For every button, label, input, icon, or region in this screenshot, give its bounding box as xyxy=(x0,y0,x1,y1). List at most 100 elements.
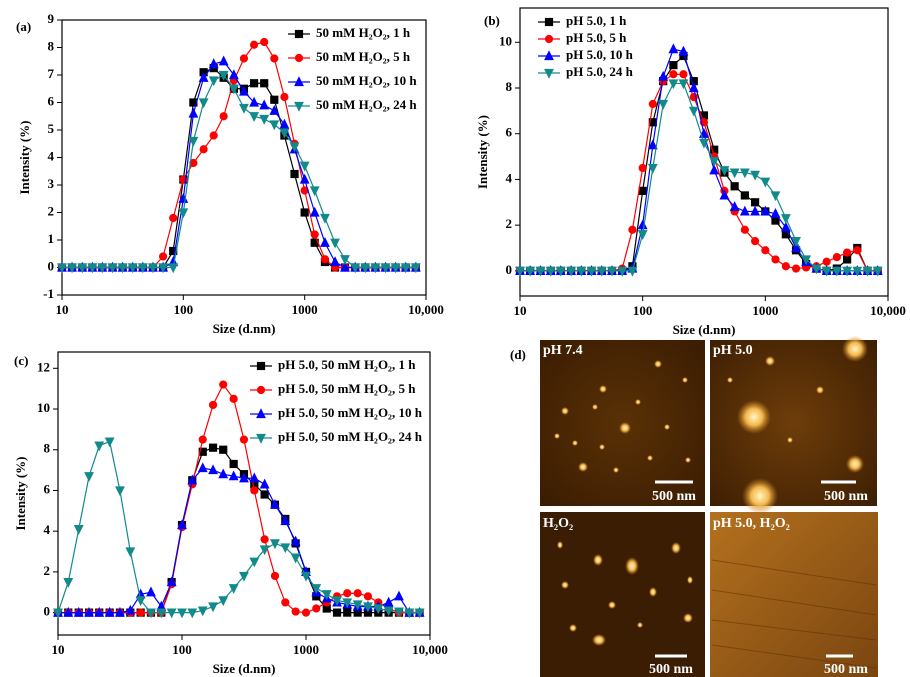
chart: (a) 10 100 1000 10,000 -1 0 1 2 3 4 5 6 7 8 9 Size (d.nm… xyxy=(16,11,444,336)
marker xyxy=(383,596,394,607)
marker xyxy=(256,385,266,395)
marker xyxy=(137,263,148,274)
marker xyxy=(166,576,177,587)
marker xyxy=(239,571,249,582)
marker xyxy=(771,255,780,264)
marker xyxy=(136,608,145,617)
marker xyxy=(545,266,556,277)
marker xyxy=(158,252,168,261)
marker xyxy=(394,607,404,618)
marker xyxy=(791,237,801,247)
series-line xyxy=(520,48,878,272)
marker xyxy=(801,255,812,266)
marker xyxy=(678,79,689,90)
marker xyxy=(312,604,321,613)
marker xyxy=(658,70,669,81)
legend-entry: pH 5.0, 50 mM H₂O₂, 1 h xyxy=(250,357,416,372)
marker xyxy=(280,515,291,526)
marker xyxy=(135,596,146,607)
marker xyxy=(239,54,249,63)
legend-label: pH 5.0, 50 mM H₂O₂, 10 h xyxy=(278,405,423,420)
image-caption: H₂O₂ xyxy=(543,516,573,531)
y-axis-label: Intensity (%) xyxy=(13,456,28,530)
y-tick-label: 2 xyxy=(506,216,513,231)
marker xyxy=(638,186,647,195)
marker xyxy=(822,257,831,266)
marker xyxy=(617,266,628,277)
marker xyxy=(353,589,362,598)
marker xyxy=(750,198,760,207)
marker xyxy=(218,70,229,81)
marker xyxy=(628,225,637,234)
legend-entry: 50 mM H₂O₂, 5 h xyxy=(288,49,411,64)
marker xyxy=(301,608,311,617)
marker xyxy=(404,608,415,619)
marker xyxy=(791,264,801,273)
marker xyxy=(104,437,115,448)
marker xyxy=(648,99,657,109)
marker xyxy=(719,189,730,200)
marker xyxy=(249,40,259,49)
marker xyxy=(555,266,566,277)
marker xyxy=(188,136,199,147)
marker xyxy=(309,186,320,197)
marker xyxy=(269,105,280,115)
marker xyxy=(352,600,363,611)
x-tick-label: 10 xyxy=(52,642,65,657)
marker xyxy=(169,213,178,223)
marker xyxy=(299,173,310,184)
legend-label: pH 5.0, 24 h xyxy=(566,64,634,79)
marker xyxy=(249,112,260,122)
marker xyxy=(84,472,94,482)
afm-texture xyxy=(711,559,877,669)
afm-images: pH 7.4 pH 5.0 H₂O₂ pH 5.0, H₂O₂ 500 nm 5… xyxy=(540,336,878,677)
marker xyxy=(166,608,177,619)
marker xyxy=(256,361,266,371)
marker xyxy=(330,238,340,249)
marker xyxy=(320,237,330,247)
scale-bar-label: 500 nm xyxy=(649,662,693,677)
marker xyxy=(760,177,771,188)
marker xyxy=(249,557,260,568)
marker xyxy=(842,248,852,257)
marker xyxy=(219,445,228,454)
marker xyxy=(310,230,319,239)
y-tick-label: 7 xyxy=(48,66,55,81)
marker xyxy=(370,263,381,274)
marker xyxy=(363,592,373,601)
marker xyxy=(269,120,280,131)
marker xyxy=(647,139,658,150)
x-tick-label: 10 xyxy=(56,302,69,317)
scale-bar-label: 500 nm xyxy=(824,662,868,677)
marker xyxy=(729,168,740,179)
afm-particles xyxy=(557,541,693,646)
marker xyxy=(281,598,290,607)
legend-label: 50 mM H₂O₂, 24 h xyxy=(316,97,417,112)
image-caption: pH 5.0, H₂O₂ xyxy=(713,516,790,531)
marker xyxy=(332,596,342,607)
marker xyxy=(842,266,853,277)
x-tick-label: 100 xyxy=(174,302,194,317)
marker xyxy=(688,82,699,93)
marker xyxy=(400,263,411,274)
marker xyxy=(832,253,841,262)
marker xyxy=(73,606,84,617)
marker xyxy=(259,114,270,125)
series-line xyxy=(62,60,416,269)
marker xyxy=(414,608,425,619)
marker xyxy=(321,590,332,600)
marker xyxy=(300,208,309,217)
marker xyxy=(780,221,791,232)
y-tick-label: 6 xyxy=(44,481,51,496)
legend-label: pH 5.0, 10 h xyxy=(566,47,634,62)
x-tick-label: 1000 xyxy=(292,302,318,317)
marker xyxy=(750,237,760,246)
marker xyxy=(218,468,229,479)
panel-label: (b) xyxy=(484,13,500,28)
marker xyxy=(760,205,771,216)
marker xyxy=(115,486,125,497)
marker xyxy=(94,606,105,617)
marker xyxy=(668,79,679,90)
marker xyxy=(256,433,266,444)
legend-entry: 50 mM H₂O₂, 24 h xyxy=(288,97,417,112)
